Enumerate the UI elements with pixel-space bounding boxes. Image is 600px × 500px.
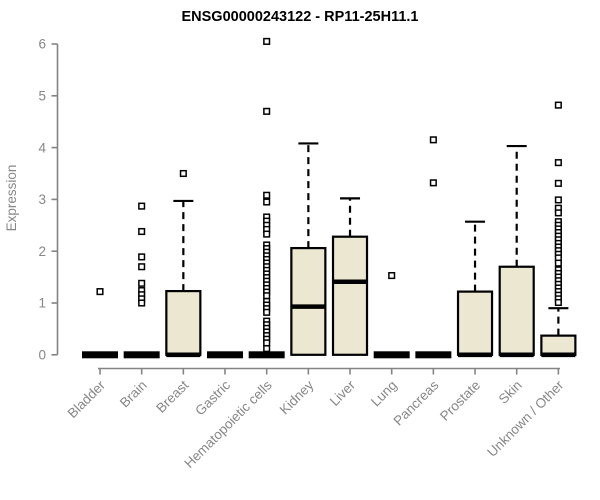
boxplot-lung	[373, 271, 410, 359]
outlier-point	[554, 159, 562, 167]
outlier-point	[429, 179, 437, 187]
y-tick-label: 0	[38, 348, 46, 363]
outlier-point	[554, 209, 562, 217]
y-tick-label: 6	[38, 37, 46, 52]
boxplot-unknown-other	[540, 101, 577, 358]
x-category-label: Gastric	[192, 377, 233, 418]
collapsed-box	[248, 351, 285, 359]
boxplot-kidney	[290, 142, 327, 356]
outlier-point	[138, 202, 146, 210]
x-category-label: Pancreas	[391, 377, 442, 428]
boxplot-skin	[498, 144, 535, 358]
outlier-point	[138, 299, 146, 307]
outlier-point	[263, 230, 271, 238]
x-category-label: Breast	[153, 377, 191, 415]
outlier-point	[388, 271, 396, 280]
y-tick-label: 2	[38, 244, 46, 259]
outlier-point	[554, 196, 562, 204]
outlier-point	[138, 227, 146, 236]
x-category-label: Prostate	[437, 378, 483, 424]
iqr-box	[498, 265, 535, 356]
collapsed-box	[415, 351, 452, 359]
collapsed-box	[123, 351, 160, 359]
boxes-layer	[82, 37, 577, 359]
collapsed-box	[207, 351, 244, 359]
y-axis-label: Expression	[4, 165, 19, 232]
iqr-box	[456, 290, 494, 356]
x-category-label: Kidney	[277, 377, 317, 417]
outlier-point	[138, 263, 146, 271]
x-category-label: Skin	[496, 378, 525, 407]
iqr-box	[290, 246, 327, 356]
x-category-label: Bladder	[65, 377, 109, 421]
boxplot-brain	[123, 202, 160, 359]
outlier-point	[263, 37, 271, 45]
outlier-point	[263, 345, 271, 353]
iqr-box	[331, 235, 369, 356]
boxplot-pancreas	[415, 136, 452, 359]
y-tick-label: 5	[38, 89, 46, 104]
outlier-point	[554, 101, 562, 109]
x-category-label: Lung	[368, 378, 400, 410]
boxplot-gastric	[207, 351, 244, 359]
y-tick-label: 3	[38, 192, 46, 207]
boxplot-hematopoietic-cells	[248, 37, 285, 359]
y-tick-label: 1	[38, 296, 46, 311]
outlier-point	[138, 253, 146, 261]
collapsed-box	[373, 351, 410, 359]
outlier-point	[138, 279, 146, 287]
outlier-point	[96, 288, 104, 296]
outlier-point	[263, 107, 271, 115]
outlier-point	[263, 308, 271, 316]
outlier-point	[429, 136, 437, 144]
outlier-point	[263, 191, 271, 199]
x-category-label: Liver	[327, 377, 359, 409]
outlier-point	[263, 339, 271, 347]
iqr-box	[540, 334, 577, 356]
x-category-label: Unknown / Other	[484, 377, 567, 460]
boxplot-liver	[331, 197, 369, 356]
boxplot-breast	[165, 169, 202, 358]
collapsed-box	[82, 351, 118, 359]
outlier-point	[554, 259, 562, 267]
y-tick-label: 4	[38, 140, 46, 155]
outlier-point	[263, 198, 271, 206]
outlier-point	[179, 169, 187, 178]
outlier-point	[554, 298, 562, 307]
boxplot-bladder	[82, 288, 118, 359]
chart-title: ENSG00000243122 - RP11-25H11.1	[181, 9, 418, 25]
x-category-label: Brain	[117, 378, 150, 411]
boxplot-prostate	[456, 220, 494, 358]
outlier-point	[554, 179, 562, 187]
iqr-box	[165, 289, 202, 356]
outlier-point	[263, 292, 271, 300]
